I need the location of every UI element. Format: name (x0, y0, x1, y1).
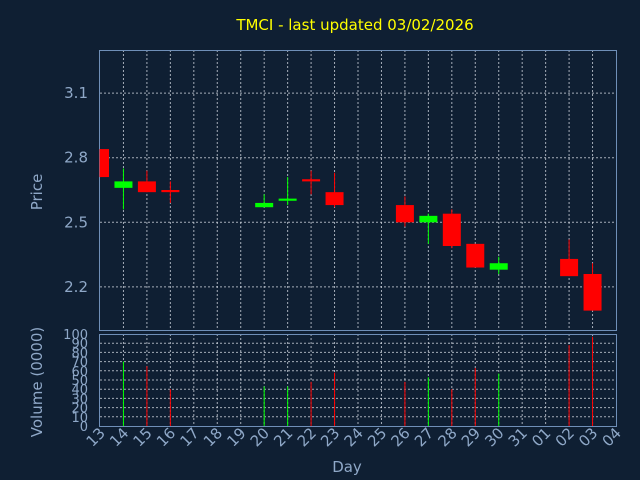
candle-body (325, 192, 344, 206)
price-tick-label: 2.5 (64, 213, 88, 231)
candle (442, 209, 461, 249)
x-tick-label: 26 (388, 424, 414, 450)
volume-tick-label: 40 (71, 383, 88, 398)
candle (583, 263, 602, 311)
x-tick-label: 23 (317, 424, 343, 450)
x-tick-label: 02 (552, 424, 578, 450)
candle-body (100, 149, 109, 178)
candle-body (255, 202, 274, 208)
candle (114, 168, 133, 210)
candle (395, 196, 414, 227)
x-tick-label: 22 (294, 424, 320, 450)
volume-tick-label: 10 (71, 411, 88, 426)
candle (255, 194, 274, 208)
candle (489, 256, 508, 274)
x-tick-label: 21 (270, 424, 296, 450)
x-tick-label: 24 (341, 424, 367, 450)
candle-body (442, 213, 461, 246)
candle (325, 172, 344, 208)
candle-body (302, 179, 321, 182)
chart-title: TMCI - last updated 03/02/2026 (235, 16, 473, 34)
candle-body (278, 198, 297, 201)
x-tick-label: 03 (575, 424, 601, 450)
candle (560, 239, 579, 277)
price-tick-label: 2.2 (64, 278, 88, 296)
x-tick-label: 14 (106, 424, 132, 450)
x-tick-label: 19 (223, 424, 249, 450)
candle-body (114, 181, 133, 188)
price-tick-label: 3.1 (64, 84, 88, 102)
x-tick-label: 18 (200, 424, 226, 450)
x-tick-label: 17 (176, 424, 202, 450)
volume-tick-label: 60 (71, 365, 88, 380)
volume-panel-frame (99, 334, 617, 427)
candle-body (583, 274, 602, 311)
price-tick-labels: 2.2 2.5 2.8 3.1 (64, 84, 88, 296)
x-tick-label: 25 (364, 424, 390, 450)
volume-tick-label: 30 (71, 392, 88, 407)
candle-body (137, 181, 156, 193)
candle (137, 170, 156, 193)
x-tick-label: 15 (130, 424, 156, 450)
volume-tick-label: 90 (71, 337, 88, 352)
x-tick-label: 01 (528, 424, 554, 450)
x-tick-label: 28 (434, 424, 460, 450)
candle (302, 170, 321, 195)
price-panel-frame (99, 50, 617, 331)
volume-tick-label: 70 (71, 356, 88, 371)
x-tick-labels: 1314151617181920212223242526272829303101… (83, 424, 625, 450)
volume-tick-label: 20 (71, 402, 88, 417)
candle (278, 177, 297, 206)
candles (99, 149, 602, 311)
x-tick-label: 31 (505, 424, 531, 450)
price-tick-label: 2.8 (64, 149, 88, 167)
volume-axis-label: Volume (0000) (28, 327, 46, 437)
candle-body (466, 243, 485, 268)
volume-tick-label: 100 (63, 328, 88, 343)
x-axis-label: Day (332, 458, 362, 476)
candle (99, 149, 109, 178)
candle (419, 213, 438, 244)
candle-body (395, 205, 414, 223)
x-tick-label: 30 (481, 424, 507, 450)
x-tick-label: 16 (153, 424, 179, 450)
candle-body (560, 258, 579, 277)
volume-tick-label: 50 (71, 374, 88, 389)
x-tick-label: 29 (458, 424, 484, 450)
volume-bars (122, 336, 594, 426)
candle-body (161, 190, 180, 193)
candle-body (489, 263, 508, 270)
volume-tick-label: 0 (80, 420, 88, 435)
candle-body (419, 215, 438, 223)
volume-tick-label: 80 (71, 346, 88, 361)
y-axis-label: Price (28, 174, 46, 211)
volume-gridlines (100, 334, 616, 426)
x-tick-label: 04 (599, 424, 625, 450)
candle (161, 181, 180, 203)
candle (466, 243, 485, 268)
x-tick-label: 20 (247, 424, 273, 450)
x-tick-label: 27 (411, 424, 437, 450)
